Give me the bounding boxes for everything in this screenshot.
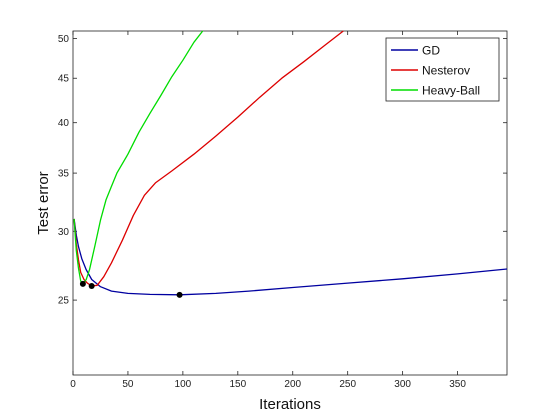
- y-axis-label: Test error: [35, 171, 52, 234]
- y-tick-label: 45: [58, 74, 70, 85]
- x-tick-label: 50: [122, 379, 134, 390]
- y-tick-label: 50: [58, 34, 70, 45]
- x-tick-label: 100: [175, 379, 192, 390]
- marker-layer: [79, 280, 183, 298]
- x-tick-label: 0: [70, 379, 76, 390]
- x-tick-label: 250: [339, 379, 356, 390]
- legend-label-nesterov: Nesterov: [422, 64, 470, 78]
- legend: GD Nesterov Heavy-Ball: [385, 37, 500, 102]
- x-tick-label: 150: [229, 379, 246, 390]
- x-tick-label: 350: [449, 379, 466, 390]
- min-marker-nesterov: [88, 283, 95, 290]
- legend-label-heavy-ball: Heavy-Ball: [422, 84, 480, 98]
- series-line-gd: [73, 218, 508, 296]
- y-tick-label: 40: [58, 118, 70, 129]
- y-tick-label: 25: [58, 296, 70, 307]
- x-axis-label: Iterations: [259, 396, 321, 413]
- min-marker-heavy-ball: [79, 280, 86, 287]
- y-axis-ticks: 25 30 35 40 45 50: [58, 34, 507, 307]
- x-axis-ticks: 0 50 100 150 200 250 300 350: [70, 31, 466, 390]
- x-tick-label: 200: [284, 379, 301, 390]
- legend-label-gd: GD: [422, 44, 440, 58]
- x-tick-label: 300: [394, 379, 411, 390]
- y-tick-label: 35: [58, 169, 70, 180]
- min-marker-gd: [176, 291, 183, 298]
- series-line-nesterov: [73, 30, 344, 287]
- y-tick-label: 30: [58, 227, 70, 238]
- legend-entries: GD Nesterov Heavy-Ball: [391, 44, 480, 98]
